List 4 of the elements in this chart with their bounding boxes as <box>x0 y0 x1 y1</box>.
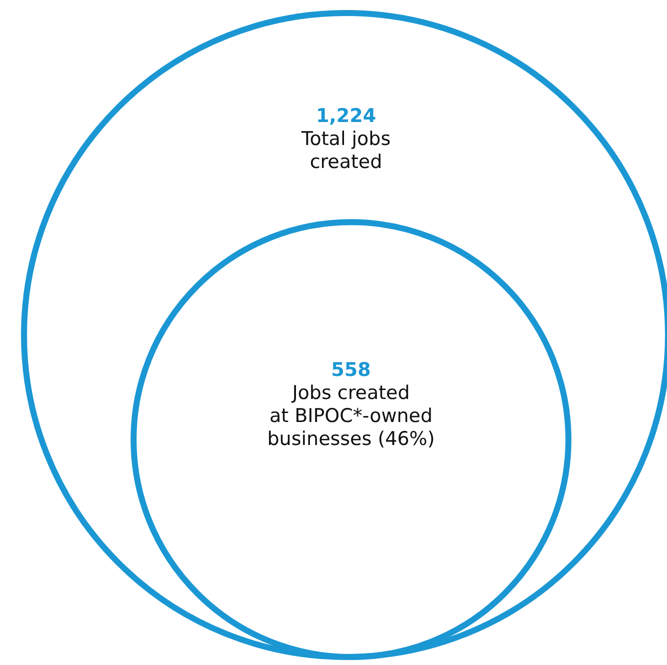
data-label: 558 <box>331 359 371 382</box>
data-label: 1,224 <box>316 105 376 128</box>
category-label: Jobs created at BIPOC*-owned businesses (46%) <box>267 382 435 450</box>
category-label: Total jobs created <box>300 128 391 174</box>
